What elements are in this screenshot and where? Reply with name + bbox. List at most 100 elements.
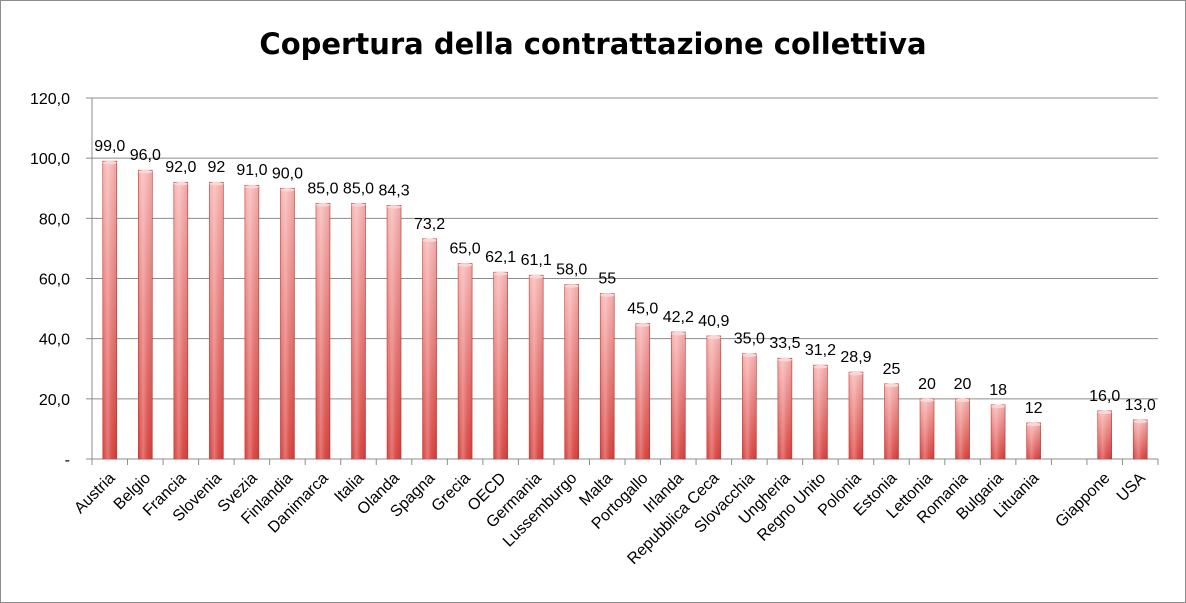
bar-shine xyxy=(315,203,330,459)
bar-shine xyxy=(458,263,473,459)
data-label: 55 xyxy=(598,271,616,288)
bar-cap xyxy=(493,271,508,276)
bar-shine xyxy=(777,358,792,459)
bar-shine xyxy=(351,203,366,459)
bar-cap xyxy=(706,335,721,340)
bar-cap xyxy=(564,284,579,288)
bar-shine xyxy=(600,293,615,459)
chart-title: Copertura della contrattazione collettiv… xyxy=(259,27,927,61)
bar-shine xyxy=(422,238,437,459)
bar-cap xyxy=(458,263,473,267)
bar-cap xyxy=(529,274,544,279)
category-label: Grecia xyxy=(429,470,474,515)
data-label: 12 xyxy=(1025,400,1043,417)
bar-shine xyxy=(138,170,153,459)
y-tick-label: 60,0 xyxy=(39,272,70,289)
data-label: 65,0 xyxy=(450,240,481,257)
bar-shine xyxy=(813,365,828,459)
data-label: 90,0 xyxy=(272,165,303,182)
bar-cap xyxy=(387,205,402,209)
bar-shine xyxy=(1133,419,1148,459)
bar-shine xyxy=(209,182,224,459)
bar-shine xyxy=(848,372,863,459)
y-tick-label: 20,0 xyxy=(39,392,70,409)
bar-cap xyxy=(422,238,437,243)
data-label: 13,0 xyxy=(1125,397,1156,414)
data-label: 35,0 xyxy=(734,331,765,348)
data-label: 85,0 xyxy=(307,180,338,197)
data-label: 85,0 xyxy=(343,180,374,197)
data-label: 33,5 xyxy=(769,335,800,352)
y-tick-label: - xyxy=(65,452,70,469)
bar-cap xyxy=(244,184,259,189)
category-labels: AustriaBelgioFranciaSloveniaSveziaFinlan… xyxy=(71,470,1149,568)
bar-cap xyxy=(991,404,1006,409)
data-label: 25 xyxy=(883,361,901,378)
bar-cap xyxy=(280,187,295,192)
y-tick-label: 100,0 xyxy=(30,151,70,168)
data-label: 28,9 xyxy=(840,349,871,366)
data-label: 42,2 xyxy=(663,309,694,326)
data-label: 62,1 xyxy=(485,249,516,266)
bar-shine xyxy=(671,332,686,459)
bar-cap xyxy=(920,398,935,403)
bar-shine xyxy=(1026,422,1041,459)
data-label: 20 xyxy=(918,376,936,393)
bar-shine xyxy=(991,404,1006,459)
y-tick-label: 40,0 xyxy=(39,332,70,349)
data-label: 40,9 xyxy=(698,313,729,330)
bar-cap xyxy=(848,371,863,376)
bar-cap xyxy=(884,383,899,388)
data-label: 45,0 xyxy=(627,301,658,318)
category-label: USA xyxy=(1114,470,1150,506)
axes: - 20,0 40,0 60,0 80,0 100,0 120,0 xyxy=(30,91,1159,469)
bar-cap xyxy=(209,181,224,186)
bar-shine xyxy=(173,182,188,459)
bar-shine xyxy=(102,161,117,460)
category-label: Austria xyxy=(71,470,118,517)
data-label: 99,0 xyxy=(94,138,125,155)
bar-cap xyxy=(173,181,188,186)
bar-cap xyxy=(351,202,366,207)
bar-shine xyxy=(635,323,650,459)
data-label: 20 xyxy=(954,376,972,393)
bar-cap xyxy=(955,398,970,403)
data-label: 92 xyxy=(207,159,225,176)
bar-shine xyxy=(955,398,970,459)
data-label: 91,0 xyxy=(236,162,267,179)
data-label: 73,2 xyxy=(414,216,445,233)
bar-cap xyxy=(635,323,650,327)
data-label: 92,0 xyxy=(165,159,196,176)
bar-shine xyxy=(564,284,579,459)
data-labels: 99,096,092,0 92 91,0 90,085,0 85,0 84,373,265… xyxy=(94,138,1156,417)
bar-shine xyxy=(1097,410,1112,459)
bar-shine xyxy=(706,335,721,459)
bar-cap xyxy=(1026,422,1041,427)
data-label: 58,0 xyxy=(556,262,587,279)
y-tick-label: 120,0 xyxy=(30,91,70,108)
y-tick-label: 80,0 xyxy=(39,211,70,228)
bar-cap xyxy=(315,202,330,207)
bar-shine xyxy=(493,272,508,459)
bar-cap xyxy=(600,293,615,297)
bar-cap xyxy=(1097,410,1112,415)
bar-shine xyxy=(742,353,757,459)
category-label: Giappone xyxy=(1052,470,1113,531)
bar-cap xyxy=(671,331,686,336)
bar-shine xyxy=(529,275,544,459)
bar-shine xyxy=(884,383,899,459)
data-label: 16,0 xyxy=(1089,388,1120,405)
bar-shine xyxy=(244,185,259,459)
data-label: 96,0 xyxy=(130,147,161,164)
bar-shine xyxy=(387,205,402,459)
data-label: 18 xyxy=(989,382,1007,399)
bars xyxy=(102,160,1148,460)
bar-shine xyxy=(920,398,935,459)
data-label: 84,3 xyxy=(378,182,409,199)
data-label: 61,1 xyxy=(521,252,552,269)
gridlines xyxy=(92,97,1158,400)
bar-cap xyxy=(1133,419,1148,424)
bar-cap xyxy=(813,364,828,369)
